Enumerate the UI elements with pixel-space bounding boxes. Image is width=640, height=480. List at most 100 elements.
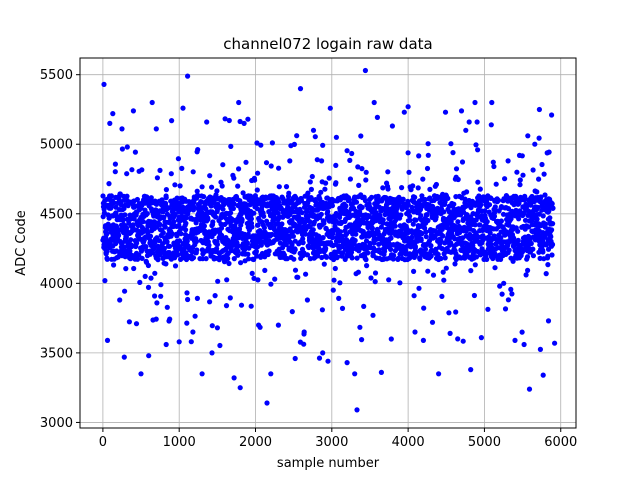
data-point [546, 149, 552, 155]
data-point [154, 175, 160, 181]
data-point [138, 371, 144, 377]
data-point [184, 238, 190, 244]
data-point [243, 159, 249, 165]
data-point [385, 186, 391, 192]
data-point [333, 134, 339, 140]
data-point [492, 265, 498, 271]
data-point [339, 305, 346, 311]
data-point [214, 325, 220, 331]
data-point [244, 240, 250, 246]
data-point [119, 126, 125, 132]
data-point [423, 234, 429, 240]
data-point [477, 222, 483, 228]
data-point [321, 261, 327, 267]
data-point [262, 267, 268, 273]
data-point [145, 284, 152, 290]
data-point [405, 104, 411, 110]
data-point [276, 165, 282, 171]
data-point [160, 230, 166, 236]
data-point [323, 245, 329, 252]
data-point [163, 187, 169, 193]
data-point [536, 135, 542, 141]
data-point [433, 181, 439, 188]
data-point [147, 233, 154, 239]
data-point [283, 184, 290, 190]
data-point [420, 337, 426, 343]
data-point [238, 260, 244, 266]
data-point [424, 165, 431, 172]
data-point [154, 300, 160, 306]
data-point [295, 274, 301, 280]
data-point [163, 195, 169, 201]
data-point [329, 203, 335, 209]
data-point [222, 116, 228, 122]
data-point [511, 235, 517, 241]
data-point [161, 214, 167, 220]
data-point [220, 206, 226, 212]
data-point [310, 127, 317, 133]
data-point [412, 329, 418, 335]
data-point [218, 225, 225, 231]
data-point [179, 165, 185, 171]
data-point [177, 183, 183, 189]
data-point [517, 177, 523, 183]
data-point [514, 169, 520, 175]
data-point [201, 223, 207, 229]
data-point [410, 183, 416, 189]
data-point [210, 219, 216, 225]
data-point [111, 200, 117, 206]
data-point [195, 147, 201, 153]
data-point [121, 354, 127, 360]
data-point [549, 201, 555, 207]
data-point [253, 248, 259, 254]
data-point [175, 156, 181, 162]
data-point [153, 126, 159, 132]
data-point [501, 280, 507, 286]
data-point [106, 181, 112, 187]
data-point [520, 172, 526, 178]
data-point [441, 277, 447, 283]
data-point [249, 270, 255, 276]
data-point [163, 341, 169, 348]
data-point [169, 231, 175, 237]
data-point [420, 176, 426, 182]
data-point [385, 169, 391, 175]
data-point [362, 198, 368, 204]
data-point [441, 209, 447, 215]
data-point [228, 143, 234, 149]
data-point [180, 105, 186, 111]
data-point [448, 240, 454, 246]
data-point [552, 340, 558, 346]
data-point [235, 252, 241, 258]
data-point [347, 176, 353, 182]
data-point [235, 248, 241, 255]
data-point [497, 283, 503, 289]
data-points [100, 67, 558, 413]
data-point [391, 252, 397, 259]
data-point [422, 246, 429, 252]
data-point [509, 291, 515, 297]
data-point [176, 238, 183, 244]
data-point [463, 127, 469, 133]
x-tick-label: 2000 [239, 435, 272, 450]
data-point [118, 212, 124, 218]
data-point [214, 241, 220, 248]
data-point [207, 173, 213, 179]
data-point [490, 255, 496, 262]
data-point [194, 295, 200, 301]
data-point [331, 277, 337, 283]
data-point [310, 227, 316, 233]
data-point [218, 221, 224, 227]
data-point [236, 99, 242, 106]
data-point [545, 318, 552, 324]
x-axis-label: sample number [277, 456, 380, 471]
plot-area-frame [79, 57, 577, 429]
data-point [405, 150, 411, 156]
y-tick-label: 4000 [40, 277, 73, 292]
data-point [484, 256, 490, 262]
data-point [363, 169, 369, 175]
data-point [261, 213, 267, 219]
data-point [130, 222, 136, 228]
data-point [411, 293, 417, 299]
data-point [353, 199, 360, 205]
